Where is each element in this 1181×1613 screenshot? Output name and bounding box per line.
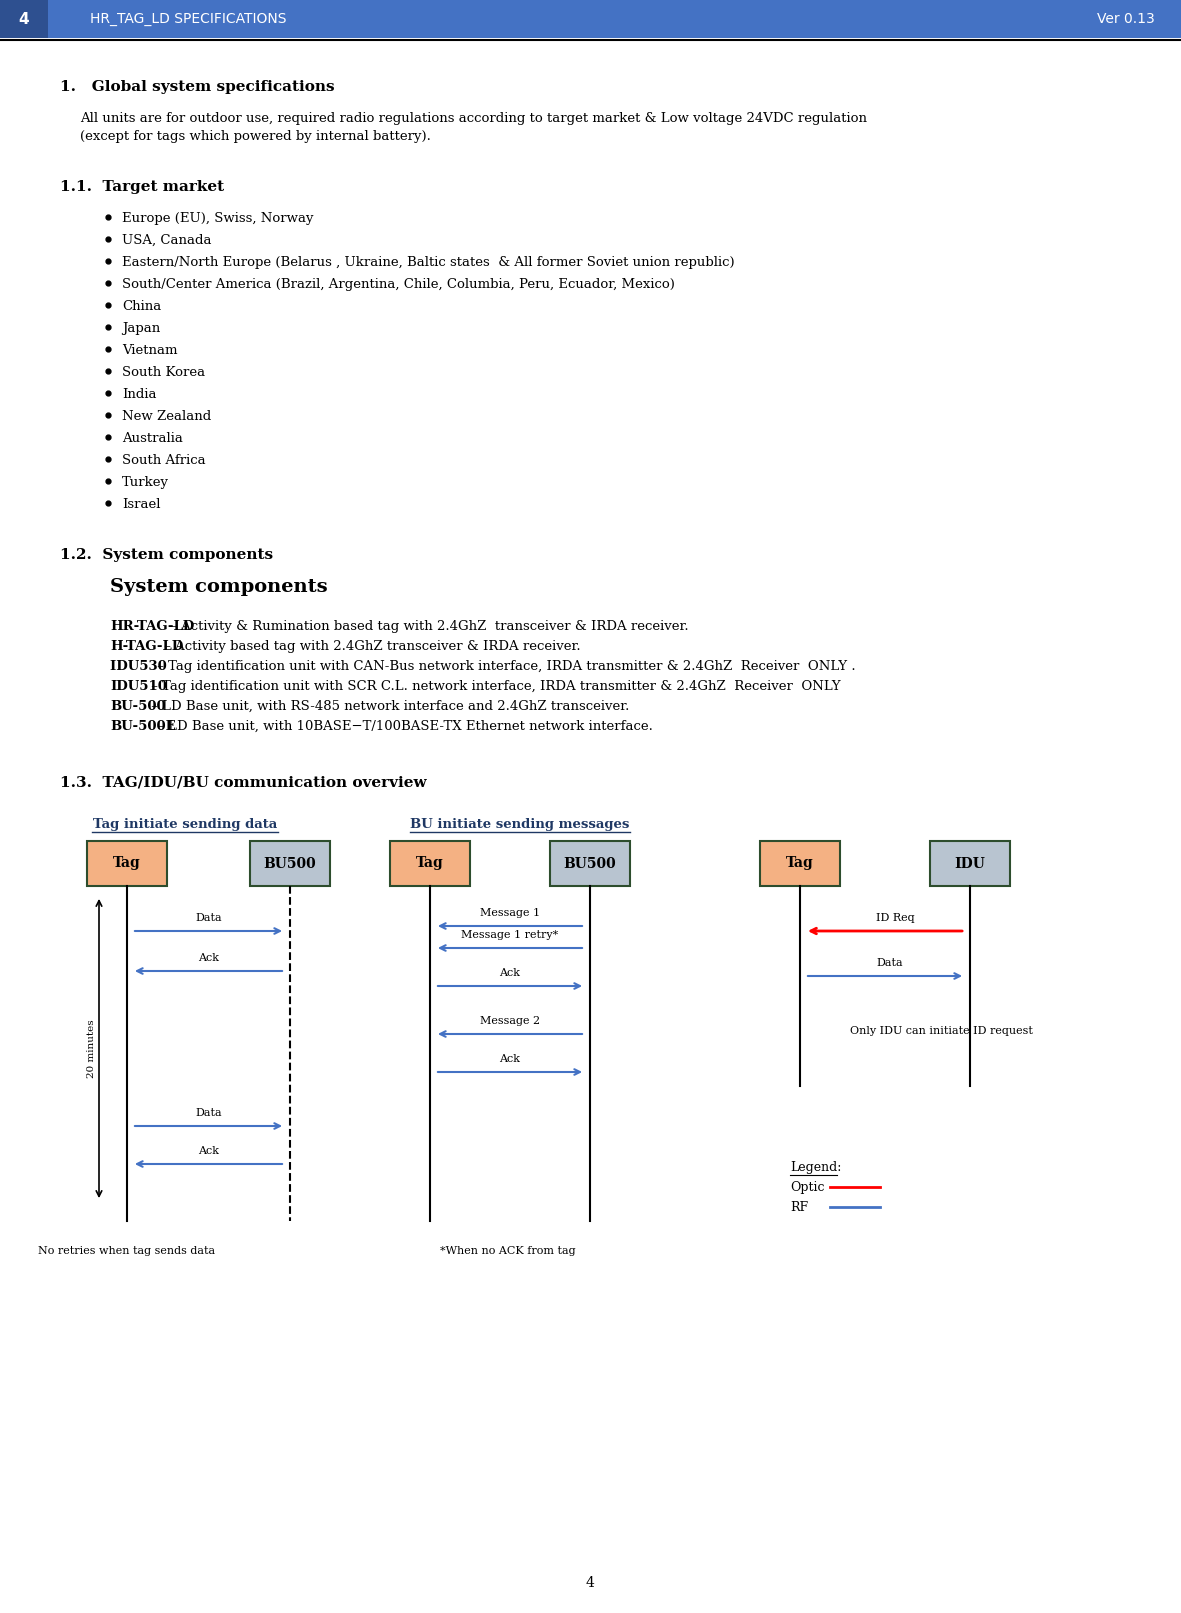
Text: South Africa: South Africa [122,453,205,468]
Text: – Tag identification unit with SCR C.L. network interface, IRDA transmitter & 2.: – Tag identification unit with SCR C.L. … [148,681,841,694]
FancyBboxPatch shape [929,840,1010,886]
Text: H-TAG-LD: H-TAG-LD [110,640,183,653]
Text: Message 1: Message 1 [479,908,540,918]
Text: IDU510: IDU510 [110,681,167,694]
Text: Ack: Ack [500,1053,521,1065]
Text: HR_TAG_LD SPECIFICATIONS: HR_TAG_LD SPECIFICATIONS [90,11,287,26]
Text: 4: 4 [586,1576,594,1590]
Text: Optic: Optic [790,1181,824,1194]
FancyBboxPatch shape [550,840,629,886]
Text: South Korea: South Korea [122,366,205,379]
Text: Japan: Japan [122,323,161,336]
Text: BU-500E: BU-500E [110,719,176,732]
Text: India: India [122,389,157,402]
Bar [0,0,1181,39]
Text: System components: System components [110,577,327,595]
Text: No retries when tag sends data: No retries when tag sends data [39,1245,216,1257]
Text: South/Center America (Brazil, Argentina, Chile, Columbia, Peru, Ecuador, Mexico): South/Center America (Brazil, Argentina,… [122,277,674,290]
Text: Israel: Israel [122,498,161,511]
Text: Data: Data [195,1108,222,1118]
Text: Data: Data [195,913,222,923]
Text: 1.3.  TAG/IDU/BU communication overview: 1.3. TAG/IDU/BU communication overview [60,774,426,789]
Text: Eastern/North Europe (Belarus , Ukraine, Baltic states  & All former Soviet unio: Eastern/North Europe (Belarus , Ukraine,… [122,256,735,269]
Text: New Zealand: New Zealand [122,410,211,423]
Text: – LD Base unit, with 10BASE−T/100BASE-TX Ethernet network interface.: – LD Base unit, with 10BASE−T/100BASE-TX… [154,719,653,732]
Text: IDU530: IDU530 [110,660,171,673]
Text: Data: Data [876,958,903,968]
Text: – Tag identification unit with CAN-Bus network interface, IRDA transmitter & 2.4: – Tag identification unit with CAN-Bus n… [154,660,856,673]
Text: HR-TAG-LD: HR-TAG-LD [110,619,194,632]
Text: Tag initiate sending data: Tag initiate sending data [93,818,278,831]
FancyBboxPatch shape [761,840,840,886]
Text: Australia: Australia [122,432,183,445]
Text: BU initiate sending messages: BU initiate sending messages [410,818,629,831]
FancyBboxPatch shape [250,840,329,886]
Text: Message 2: Message 2 [479,1016,540,1026]
Text: 1.2.  System components: 1.2. System components [60,548,273,561]
Text: Tag: Tag [113,857,141,871]
Text: 1.   Global system specifications: 1. Global system specifications [60,81,334,94]
Text: – Activity based tag with 2.4GhZ transceiver & IRDA receiver.: – Activity based tag with 2.4GhZ transce… [159,640,580,653]
Text: Message 1 retry*: Message 1 retry* [462,931,559,940]
Text: Legend:: Legend: [790,1161,841,1174]
Text: Europe (EU), Swiss, Norway: Europe (EU), Swiss, Norway [122,211,313,224]
Text: ID Req: ID Req [875,913,914,923]
Text: Turkey: Turkey [122,476,169,489]
Text: Tag: Tag [787,857,814,871]
Text: IDU: IDU [954,857,985,871]
Text: Vietnam: Vietnam [122,344,177,356]
Text: BU500: BU500 [263,857,317,871]
Text: 4: 4 [19,11,30,26]
Text: Ver 0.13: Ver 0.13 [1097,11,1155,26]
Text: 1.1.  Target market: 1.1. Target market [60,181,224,194]
Text: Ack: Ack [198,1145,218,1157]
Text: BU500: BU500 [563,857,616,871]
Text: USA, Canada: USA, Canada [122,234,211,247]
Text: All units are for outdoor use, required radio regulations according to target ma: All units are for outdoor use, required … [80,111,867,144]
Text: China: China [122,300,162,313]
Text: *When no ACK from tag: *When no ACK from tag [441,1245,575,1257]
FancyBboxPatch shape [390,840,470,886]
Text: RF: RF [790,1202,808,1215]
Text: Ack: Ack [500,968,521,977]
Bar [0,0,48,39]
Text: – Activity & Rumination based tag with 2.4GhZ  transceiver & IRDA receiver.: – Activity & Rumination based tag with 2… [165,619,689,632]
FancyBboxPatch shape [87,840,167,886]
Text: Ack: Ack [198,953,218,963]
Text: Tag: Tag [416,857,444,871]
Text: – LD Base unit, with RS-485 network interface and 2.4GhZ transceiver.: – LD Base unit, with RS-485 network inte… [148,700,629,713]
Text: BU-500: BU-500 [110,700,165,713]
Text: 20 minutes: 20 minutes [86,1019,96,1077]
Text: Only IDU can initiate ID request: Only IDU can initiate ID request [850,1026,1033,1036]
